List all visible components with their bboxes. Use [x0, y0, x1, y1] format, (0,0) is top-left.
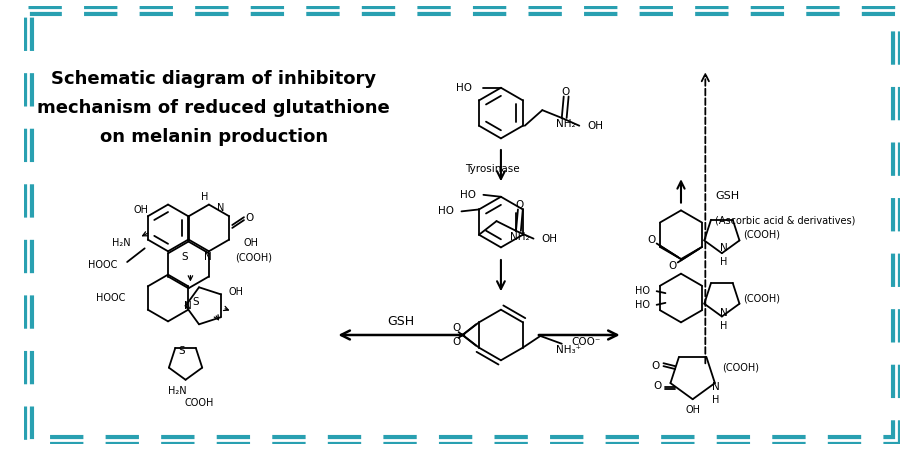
Text: O: O	[653, 381, 662, 391]
Text: Schematic diagram of inhibitory: Schematic diagram of inhibitory	[51, 70, 376, 88]
Text: N: N	[204, 252, 212, 262]
Text: HO: HO	[437, 207, 454, 216]
Text: H: H	[712, 395, 720, 405]
Text: N: N	[720, 243, 728, 253]
Text: (Ascorbic acid & derivatives): (Ascorbic acid & derivatives)	[716, 215, 855, 225]
Text: COO⁻: COO⁻	[572, 337, 601, 347]
Text: H₂N: H₂N	[168, 387, 187, 396]
Text: S: S	[192, 297, 199, 307]
Text: (COOH): (COOH)	[743, 230, 780, 240]
Text: COOH: COOH	[184, 398, 214, 408]
Text: O: O	[652, 361, 660, 371]
Text: (COOH): (COOH)	[722, 362, 759, 372]
Text: OH: OH	[587, 121, 603, 130]
Text: N: N	[184, 301, 192, 311]
Text: NH₂: NH₂	[510, 232, 530, 242]
Text: NH₃⁺: NH₃⁺	[556, 345, 581, 355]
Text: N: N	[712, 382, 720, 392]
Text: (COOH): (COOH)	[235, 252, 272, 262]
Text: NH₂: NH₂	[556, 119, 576, 129]
Text: OH: OH	[541, 234, 557, 243]
Text: O: O	[648, 234, 656, 245]
Text: H: H	[202, 192, 209, 202]
Text: H₂N: H₂N	[112, 238, 131, 248]
Text: HO: HO	[455, 83, 472, 93]
Text: N: N	[217, 203, 224, 213]
Text: Tyrosinase: Tyrosinase	[465, 163, 519, 174]
Text: HOOC: HOOC	[95, 293, 125, 303]
Text: (COOH): (COOH)	[743, 293, 780, 303]
Text: HO: HO	[634, 286, 650, 296]
Text: HO: HO	[460, 190, 475, 200]
Text: S: S	[178, 346, 185, 356]
Text: O: O	[453, 337, 461, 347]
Text: O: O	[516, 199, 524, 210]
Text: OH: OH	[133, 205, 148, 216]
Text: GSH: GSH	[716, 191, 739, 201]
Text: O: O	[246, 213, 254, 223]
Text: O: O	[669, 261, 677, 271]
Text: N: N	[720, 308, 728, 318]
Text: H: H	[720, 257, 727, 267]
Text: GSH: GSH	[387, 315, 414, 328]
Text: on melanin production: on melanin production	[100, 128, 328, 146]
Text: OH: OH	[244, 238, 259, 248]
Text: O: O	[562, 87, 570, 97]
Text: HOOC: HOOC	[88, 260, 117, 270]
Text: OH: OH	[685, 405, 700, 415]
Text: OH: OH	[229, 287, 243, 297]
Text: mechanism of reduced glutathione: mechanism of reduced glutathione	[38, 99, 391, 117]
Text: O: O	[453, 323, 461, 333]
Text: HO: HO	[634, 300, 650, 310]
Text: S: S	[181, 252, 188, 262]
Text: H: H	[720, 321, 727, 331]
